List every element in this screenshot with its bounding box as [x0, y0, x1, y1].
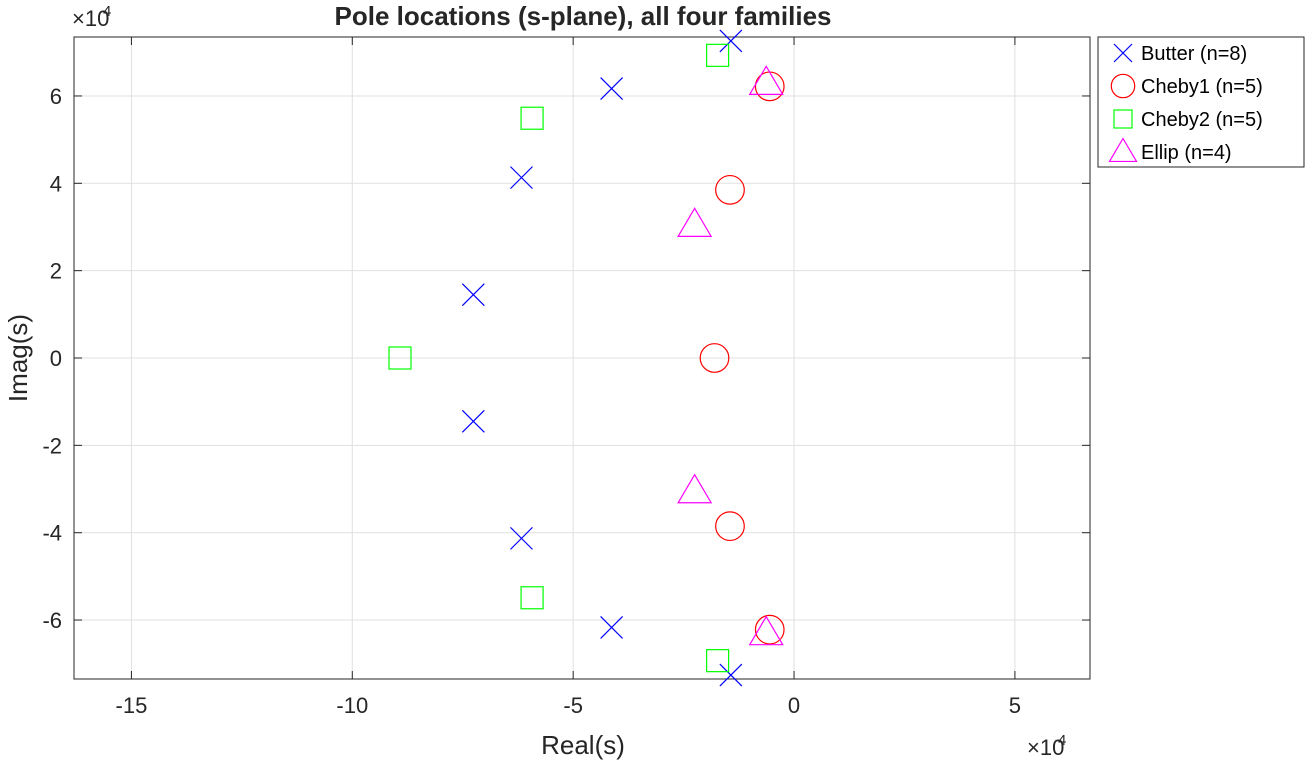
series-ellip — [677, 65, 784, 646]
x-tick-label: -15 — [116, 693, 148, 718]
y-axis-label: Imag(s) — [3, 314, 33, 402]
x-marker — [461, 409, 485, 433]
legend-label: Ellip (n=4) — [1141, 142, 1232, 164]
axis-ticks: -15 -10 -5 0 5 -6 -4 -2 0 2 4 6 — [42, 37, 1090, 718]
y-tick-label: -4 — [42, 521, 62, 546]
y-tick-label: 6 — [50, 84, 62, 109]
legend-triangle-marker — [1108, 137, 1138, 163]
legend-x-marker — [1113, 43, 1133, 63]
legend-label: Cheby1 (n=5) — [1141, 76, 1263, 98]
square-marker — [706, 43, 730, 67]
y-tick-label: -2 — [42, 433, 62, 458]
triangle-marker — [748, 615, 784, 646]
circle-marker — [715, 174, 745, 205]
y-tick-label: -6 — [42, 608, 62, 633]
y-exponent-power: 4 — [103, 3, 111, 20]
x-tick-label: -10 — [336, 693, 368, 718]
legend-label: Cheby2 (n=5) — [1141, 109, 1263, 131]
x-tick-label: 0 — [788, 693, 800, 718]
x-exponent-power: 4 — [1058, 732, 1066, 749]
circle-marker — [715, 511, 745, 542]
legend-label: Butter (n=8) — [1141, 43, 1247, 65]
series-cheby1 — [699, 71, 785, 645]
square-marker — [388, 346, 412, 370]
triangle-marker — [677, 473, 713, 504]
y-tick-label: 4 — [50, 171, 62, 196]
y-exponent-base: ×10 — [72, 6, 109, 31]
x-marker — [461, 283, 485, 307]
data-markers — [388, 29, 785, 687]
square-marker — [520, 106, 544, 130]
legend-square-marker — [1113, 109, 1133, 129]
x-tick-label: -5 — [563, 693, 583, 718]
grid-lines — [74, 37, 1090, 679]
x-tick-label: 5 — [1009, 693, 1021, 718]
x-marker — [719, 29, 743, 53]
legend-item: Butter (n=8) — [1113, 43, 1247, 65]
square-marker — [520, 586, 544, 610]
legend-item: Ellip (n=4) — [1108, 137, 1232, 164]
x-marker — [600, 616, 624, 639]
y-tick-label: 0 — [50, 346, 62, 371]
x-exponent: ×10 4 — [1027, 732, 1066, 760]
y-tick-label: 2 — [50, 259, 62, 284]
x-axis-label: Real(s) — [541, 730, 625, 760]
circle-marker — [699, 343, 730, 373]
x-marker — [510, 166, 533, 190]
legend-box — [1097, 36, 1305, 168]
y-exponent: ×10 4 — [72, 3, 111, 31]
series-cheby2 — [388, 43, 730, 673]
circle-marker — [754, 614, 785, 645]
x-marker — [600, 77, 624, 100]
legend-item: Cheby1 (n=5) — [1110, 73, 1263, 99]
triangle-marker — [748, 65, 784, 96]
chart-title: Pole locations (s-plane), all four famil… — [335, 1, 832, 31]
triangle-marker — [677, 207, 713, 237]
series-butter — [461, 29, 743, 687]
legend-circle-marker — [1110, 73, 1136, 99]
legend: Butter (n=8) Cheby1 (n=5) Cheby2 (n=5) Elli… — [1097, 36, 1305, 168]
square-marker — [706, 649, 730, 673]
x-exponent-base: ×10 — [1027, 735, 1064, 760]
legend-item: Cheby2 (n=5) — [1113, 109, 1263, 131]
x-marker — [719, 663, 743, 687]
x-marker — [510, 526, 533, 550]
